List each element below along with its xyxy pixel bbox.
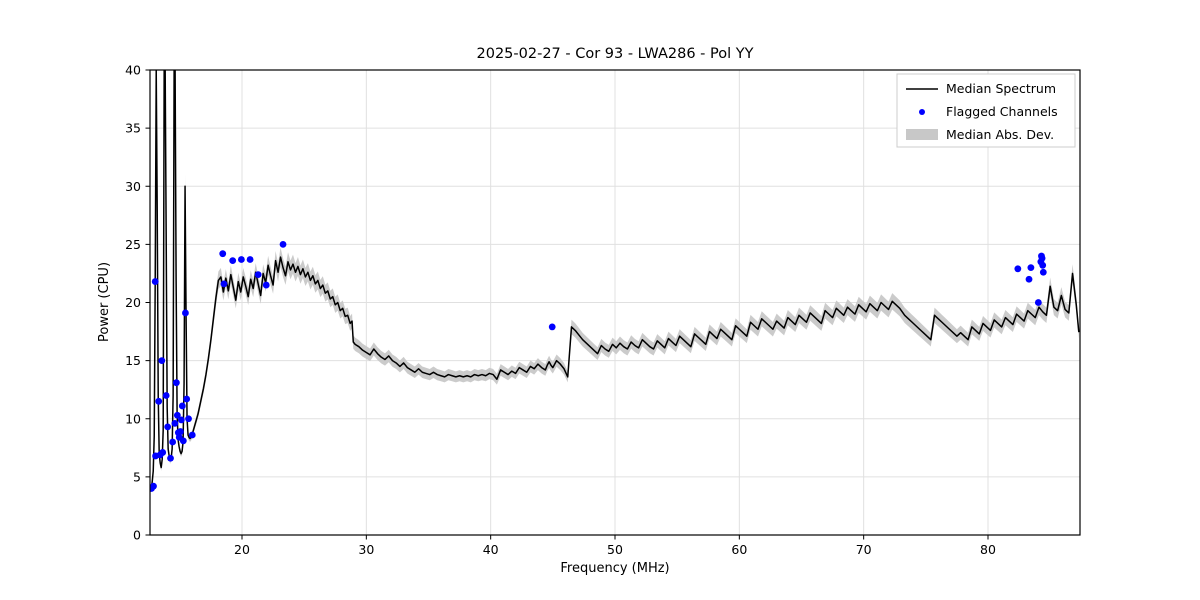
flagged-channel-point xyxy=(1025,275,1033,283)
flagged-channel-point xyxy=(151,278,159,285)
x-tick-label: 40 xyxy=(483,542,499,557)
flagged-channel-point xyxy=(219,250,227,258)
x-tick-label: 30 xyxy=(358,542,374,557)
y-axis-ticks: 0 5 10 15 20 25 30 35 40 xyxy=(125,63,150,543)
flagged-channel-point xyxy=(262,281,270,289)
flagged-channel-point xyxy=(172,379,180,387)
y-tick-label: 25 xyxy=(125,237,141,252)
flagged-channel-point xyxy=(150,482,157,490)
y-tick-label: 30 xyxy=(125,179,141,194)
flagged-channel-point xyxy=(155,397,163,405)
y-axis-label: Power (CPU) xyxy=(97,262,112,342)
chart-legend: Median Spectrum Flagged Channels Median … xyxy=(896,73,1076,148)
flagged-channel-point xyxy=(1039,268,1047,276)
x-tick-label: 20 xyxy=(234,542,250,557)
flagged-channel-point xyxy=(188,431,196,439)
median-spectrum-line xyxy=(150,70,1080,490)
legend-label-median-spectrum: Median Spectrum xyxy=(946,81,1056,96)
flagged-channel-point xyxy=(185,415,192,423)
flagged-channel-point xyxy=(1014,265,1022,273)
legend-swatch-median-abs-dev xyxy=(906,129,938,140)
flagged-channel-point xyxy=(1034,299,1042,306)
flagged-channel-point xyxy=(220,280,228,288)
x-tick-label: 80 xyxy=(980,542,996,557)
flagged-channel-point xyxy=(254,271,262,278)
flagged-channel-point xyxy=(229,257,237,265)
flagged-channel-point xyxy=(169,438,177,446)
flagged-channel-point xyxy=(177,428,184,435)
flagged-channel-point xyxy=(177,416,185,424)
x-axis-label: Frequency (MHz) xyxy=(560,561,669,576)
y-tick-label: 35 xyxy=(125,121,141,136)
flagged-channel-point xyxy=(548,323,556,331)
flagged-channel-point xyxy=(158,357,166,365)
flagged-channel-point xyxy=(173,411,181,419)
y-tick-label: 20 xyxy=(125,295,141,310)
legend-swatch-flagged-channels xyxy=(919,109,925,115)
flagged-channel-point xyxy=(164,423,172,431)
x-axis-ticks: 20 30 40 50 60 70 80 xyxy=(234,535,996,557)
y-tick-label: 5 xyxy=(133,469,141,484)
flagged-channel-point xyxy=(1039,261,1047,269)
flagged-channel-point xyxy=(167,454,174,462)
flagged-channel-point xyxy=(178,402,186,410)
x-tick-label: 70 xyxy=(856,542,872,557)
x-tick-label: 60 xyxy=(731,542,747,557)
y-tick-label: 15 xyxy=(125,353,141,368)
flagged-channel-markers xyxy=(150,240,1047,492)
legend-label-median-abs-dev: Median Abs. Dev. xyxy=(946,127,1054,142)
chart-title: 2025-02-27 - Cor 93 - LWA286 - Pol YY xyxy=(477,46,754,62)
flagged-channel-point xyxy=(162,392,170,399)
flagged-channel-point xyxy=(246,256,254,263)
flagged-channel-point xyxy=(171,420,179,427)
flagged-channel-point xyxy=(183,395,191,403)
flagged-channel-point xyxy=(237,256,245,263)
flagged-channel-point xyxy=(279,240,287,248)
flagged-channel-point xyxy=(182,309,189,317)
legend-label-flagged-channels: Flagged Channels xyxy=(946,104,1058,119)
flagged-channel-point xyxy=(1027,264,1035,272)
flagged-channel-point xyxy=(159,449,167,456)
y-tick-label: 10 xyxy=(125,411,141,426)
y-tick-label: 0 xyxy=(133,528,141,543)
flagged-channel-point xyxy=(1038,254,1046,262)
x-tick-label: 50 xyxy=(607,542,623,557)
y-tick-label: 40 xyxy=(125,63,141,78)
flagged-channel-point xyxy=(179,437,187,445)
